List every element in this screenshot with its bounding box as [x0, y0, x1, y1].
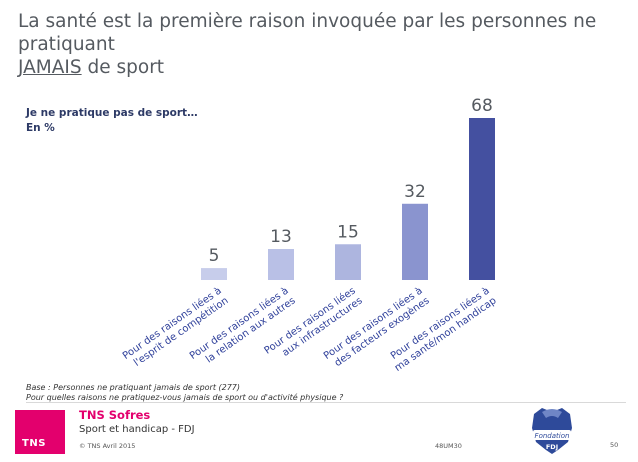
- footnote-question: Pour quelles raisons ne pratiquez-vous j…: [26, 393, 344, 402]
- reference-code: 48UM30: [435, 442, 462, 450]
- page-number: 50: [610, 441, 619, 449]
- bar-value-label: 32: [404, 182, 426, 202]
- tns-logo-text: TNS: [22, 438, 46, 449]
- title-text-end: de sport: [81, 57, 165, 78]
- bar-value-label: 68: [471, 96, 493, 116]
- footer-divider: [26, 402, 626, 403]
- chart-subtitle-line: Je ne pratique pas de sport…: [26, 107, 198, 119]
- fdj-logo-line1: Fondation: [535, 432, 570, 440]
- project-name: Sport et handicap - FDJ: [79, 424, 195, 435]
- chart-unit-label: En %: [26, 122, 55, 134]
- title-text: La santé est la première raison invoquée…: [18, 11, 597, 55]
- bar-3: [335, 244, 361, 280]
- bar-2: [268, 249, 294, 280]
- chart-subtitle: Je ne pratique pas de sport… En %: [26, 106, 198, 136]
- bar-value-label: 13: [270, 227, 292, 247]
- slide-title: La santé est la première raison invoquée…: [18, 10, 628, 79]
- brand-name: TNS Sofres: [79, 408, 151, 422]
- bar-value-label: 15: [337, 222, 359, 242]
- bar-value-label: 5: [209, 246, 220, 266]
- fondation-fdj-logo: Fondation FDJ: [532, 408, 572, 454]
- footnote: Base : Personnes ne pratiquant jamais de…: [26, 383, 343, 403]
- footnote-base: Base : Personnes ne pratiquant jamais de…: [26, 383, 241, 392]
- tns-logo: TNS: [15, 410, 65, 454]
- fdj-logo-line2: FDJ: [546, 443, 558, 451]
- bar-4: [402, 203, 428, 280]
- bar-5: [469, 118, 495, 280]
- bar-1: [201, 268, 227, 280]
- copyright: © TNS Avril 2015: [79, 442, 136, 450]
- title-emphasis: JAMAIS: [18, 57, 82, 78]
